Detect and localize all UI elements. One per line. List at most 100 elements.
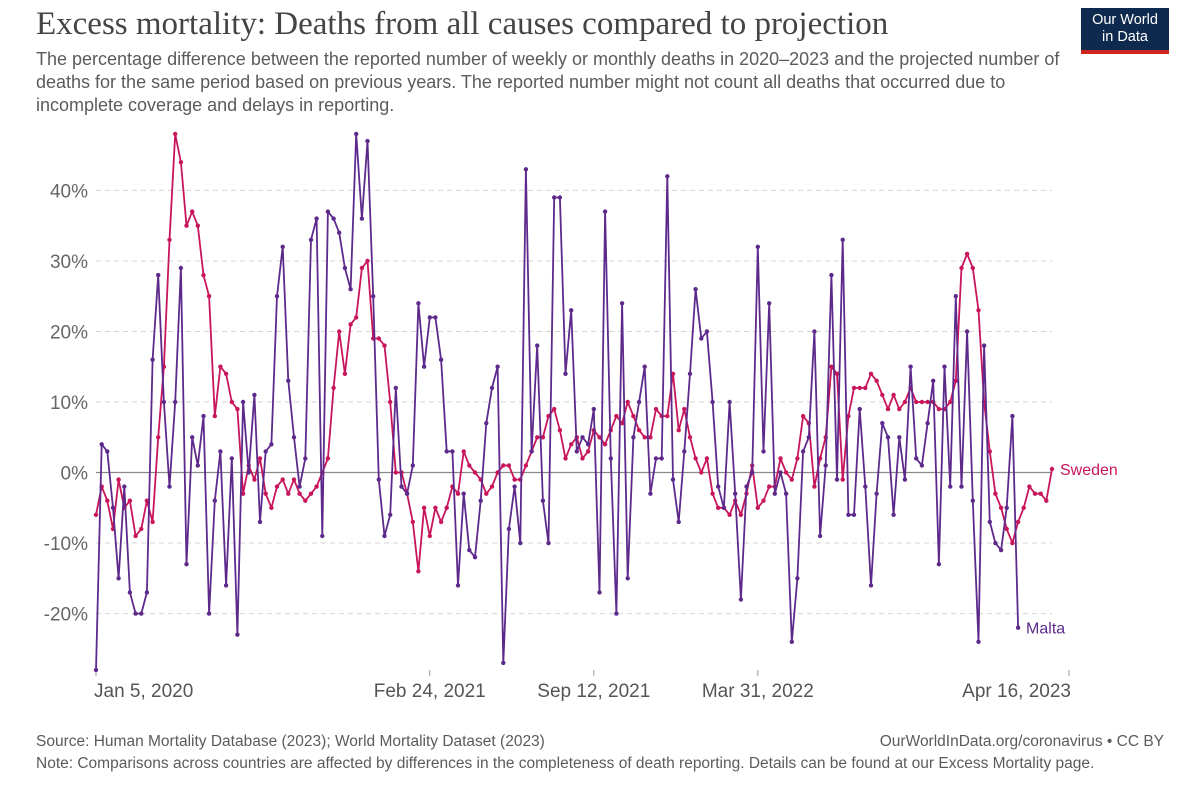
malta-point[interactable] bbox=[331, 216, 336, 221]
sweden-point[interactable] bbox=[619, 421, 625, 426]
malta-point[interactable] bbox=[399, 484, 404, 489]
malta-point[interactable] bbox=[342, 265, 348, 271]
sweden-point[interactable] bbox=[800, 413, 806, 419]
malta-point[interactable] bbox=[495, 364, 500, 369]
sweden-point[interactable] bbox=[936, 406, 942, 412]
malta-point[interactable] bbox=[337, 230, 342, 235]
sweden-point[interactable] bbox=[257, 456, 263, 461]
malta-point[interactable] bbox=[574, 449, 579, 454]
sweden-point[interactable] bbox=[817, 456, 823, 461]
malta-point[interactable] bbox=[682, 449, 687, 454]
malta-point[interactable] bbox=[591, 406, 596, 412]
sweden-point[interactable] bbox=[252, 477, 257, 482]
malta-point[interactable] bbox=[942, 364, 947, 369]
sweden-point[interactable] bbox=[642, 435, 647, 440]
sweden-point[interactable] bbox=[1044, 498, 1049, 503]
malta-point[interactable] bbox=[908, 364, 913, 369]
malta-point[interactable] bbox=[206, 611, 212, 616]
sweden-point[interactable] bbox=[812, 484, 817, 489]
malta-point[interactable] bbox=[863, 484, 868, 489]
malta-point[interactable] bbox=[427, 315, 432, 320]
malta-point[interactable] bbox=[252, 392, 257, 398]
malta-point[interactable] bbox=[783, 491, 789, 496]
sweden-point[interactable] bbox=[269, 505, 274, 510]
malta-point[interactable] bbox=[919, 463, 925, 468]
sweden-point[interactable] bbox=[388, 399, 393, 405]
sweden-point[interactable] bbox=[976, 308, 981, 313]
malta-point[interactable] bbox=[834, 477, 840, 482]
sweden-point[interactable] bbox=[512, 477, 517, 482]
malta-point[interactable] bbox=[501, 660, 506, 666]
sweden-point[interactable] bbox=[863, 385, 868, 391]
sweden-point[interactable] bbox=[851, 385, 857, 391]
sweden-point[interactable] bbox=[184, 223, 189, 228]
sweden-point[interactable] bbox=[376, 336, 381, 341]
malta-point[interactable] bbox=[116, 576, 121, 581]
malta-point[interactable] bbox=[687, 371, 693, 376]
sweden-point[interactable] bbox=[489, 484, 495, 489]
malta-point[interactable] bbox=[263, 449, 268, 454]
sweden-point[interactable] bbox=[716, 505, 721, 510]
sweden-point[interactable] bbox=[993, 491, 998, 496]
sweden-point[interactable] bbox=[201, 272, 206, 278]
sweden-point[interactable] bbox=[998, 505, 1004, 510]
sweden-point[interactable] bbox=[535, 435, 540, 440]
sweden-point[interactable] bbox=[625, 399, 630, 405]
malta-point[interactable] bbox=[925, 421, 930, 426]
sweden-point[interactable] bbox=[139, 526, 144, 532]
malta-point[interactable] bbox=[936, 562, 942, 567]
sweden-point[interactable] bbox=[501, 463, 506, 468]
sweden-point[interactable] bbox=[857, 385, 862, 391]
malta-point[interactable] bbox=[699, 336, 704, 341]
malta-point[interactable] bbox=[444, 449, 449, 454]
sweden-point[interactable] bbox=[506, 463, 512, 468]
malta-point[interactable] bbox=[721, 505, 727, 510]
credit-link[interactable]: OurWorldInData.org/coronavirus • CC BY bbox=[879, 733, 1164, 750]
sweden-point[interactable] bbox=[365, 258, 370, 264]
sweden-point[interactable] bbox=[354, 315, 359, 320]
malta-point[interactable] bbox=[1015, 625, 1021, 630]
sweden-line[interactable] bbox=[95, 133, 1053, 573]
sweden-point[interactable] bbox=[303, 498, 308, 503]
malta-point[interactable] bbox=[133, 611, 138, 616]
malta-point[interactable] bbox=[382, 533, 387, 539]
sweden-point[interactable] bbox=[614, 413, 619, 419]
malta-point[interactable] bbox=[580, 435, 585, 440]
malta-point[interactable] bbox=[755, 244, 760, 249]
sweden-point[interactable] bbox=[240, 491, 246, 496]
malta-point[interactable] bbox=[371, 294, 376, 299]
malta-point[interactable] bbox=[744, 484, 749, 489]
malta-point[interactable] bbox=[450, 449, 455, 454]
malta-point[interactable] bbox=[795, 576, 800, 581]
malta-point[interactable] bbox=[1010, 413, 1015, 419]
malta-point[interactable] bbox=[540, 498, 546, 503]
malta-point[interactable] bbox=[998, 547, 1004, 553]
malta-point[interactable] bbox=[665, 174, 670, 179]
sweden-point[interactable] bbox=[1010, 540, 1015, 546]
malta-point[interactable] bbox=[167, 484, 172, 489]
malta-point[interactable] bbox=[693, 287, 698, 292]
sweden-point[interactable] bbox=[880, 392, 885, 398]
malta-point[interactable] bbox=[546, 540, 551, 546]
malta-point[interactable] bbox=[602, 209, 608, 214]
sweden-point[interactable] bbox=[693, 456, 698, 461]
malta-point[interactable] bbox=[274, 294, 280, 299]
sweden-point[interactable] bbox=[144, 498, 150, 503]
malta-point[interactable] bbox=[1004, 505, 1009, 510]
sweden-point[interactable] bbox=[229, 399, 234, 405]
malta-point[interactable] bbox=[421, 364, 427, 369]
malta-point[interactable] bbox=[105, 449, 110, 454]
malta-point[interactable] bbox=[840, 237, 845, 242]
malta-point[interactable] bbox=[297, 484, 302, 489]
malta-point[interactable] bbox=[173, 399, 178, 405]
sweden-point[interactable] bbox=[767, 484, 772, 489]
malta-point[interactable] bbox=[716, 484, 721, 489]
sweden-point[interactable] bbox=[1038, 491, 1043, 496]
sweden-point[interactable] bbox=[150, 519, 155, 525]
sweden-point[interactable] bbox=[105, 498, 110, 503]
malta-point[interactable] bbox=[161, 399, 167, 405]
sweden-end-label[interactable]: Sweden bbox=[1060, 462, 1118, 479]
malta-point[interactable] bbox=[710, 399, 715, 405]
malta-point[interactable] bbox=[512, 484, 517, 489]
sweden-point[interactable] bbox=[953, 378, 958, 383]
